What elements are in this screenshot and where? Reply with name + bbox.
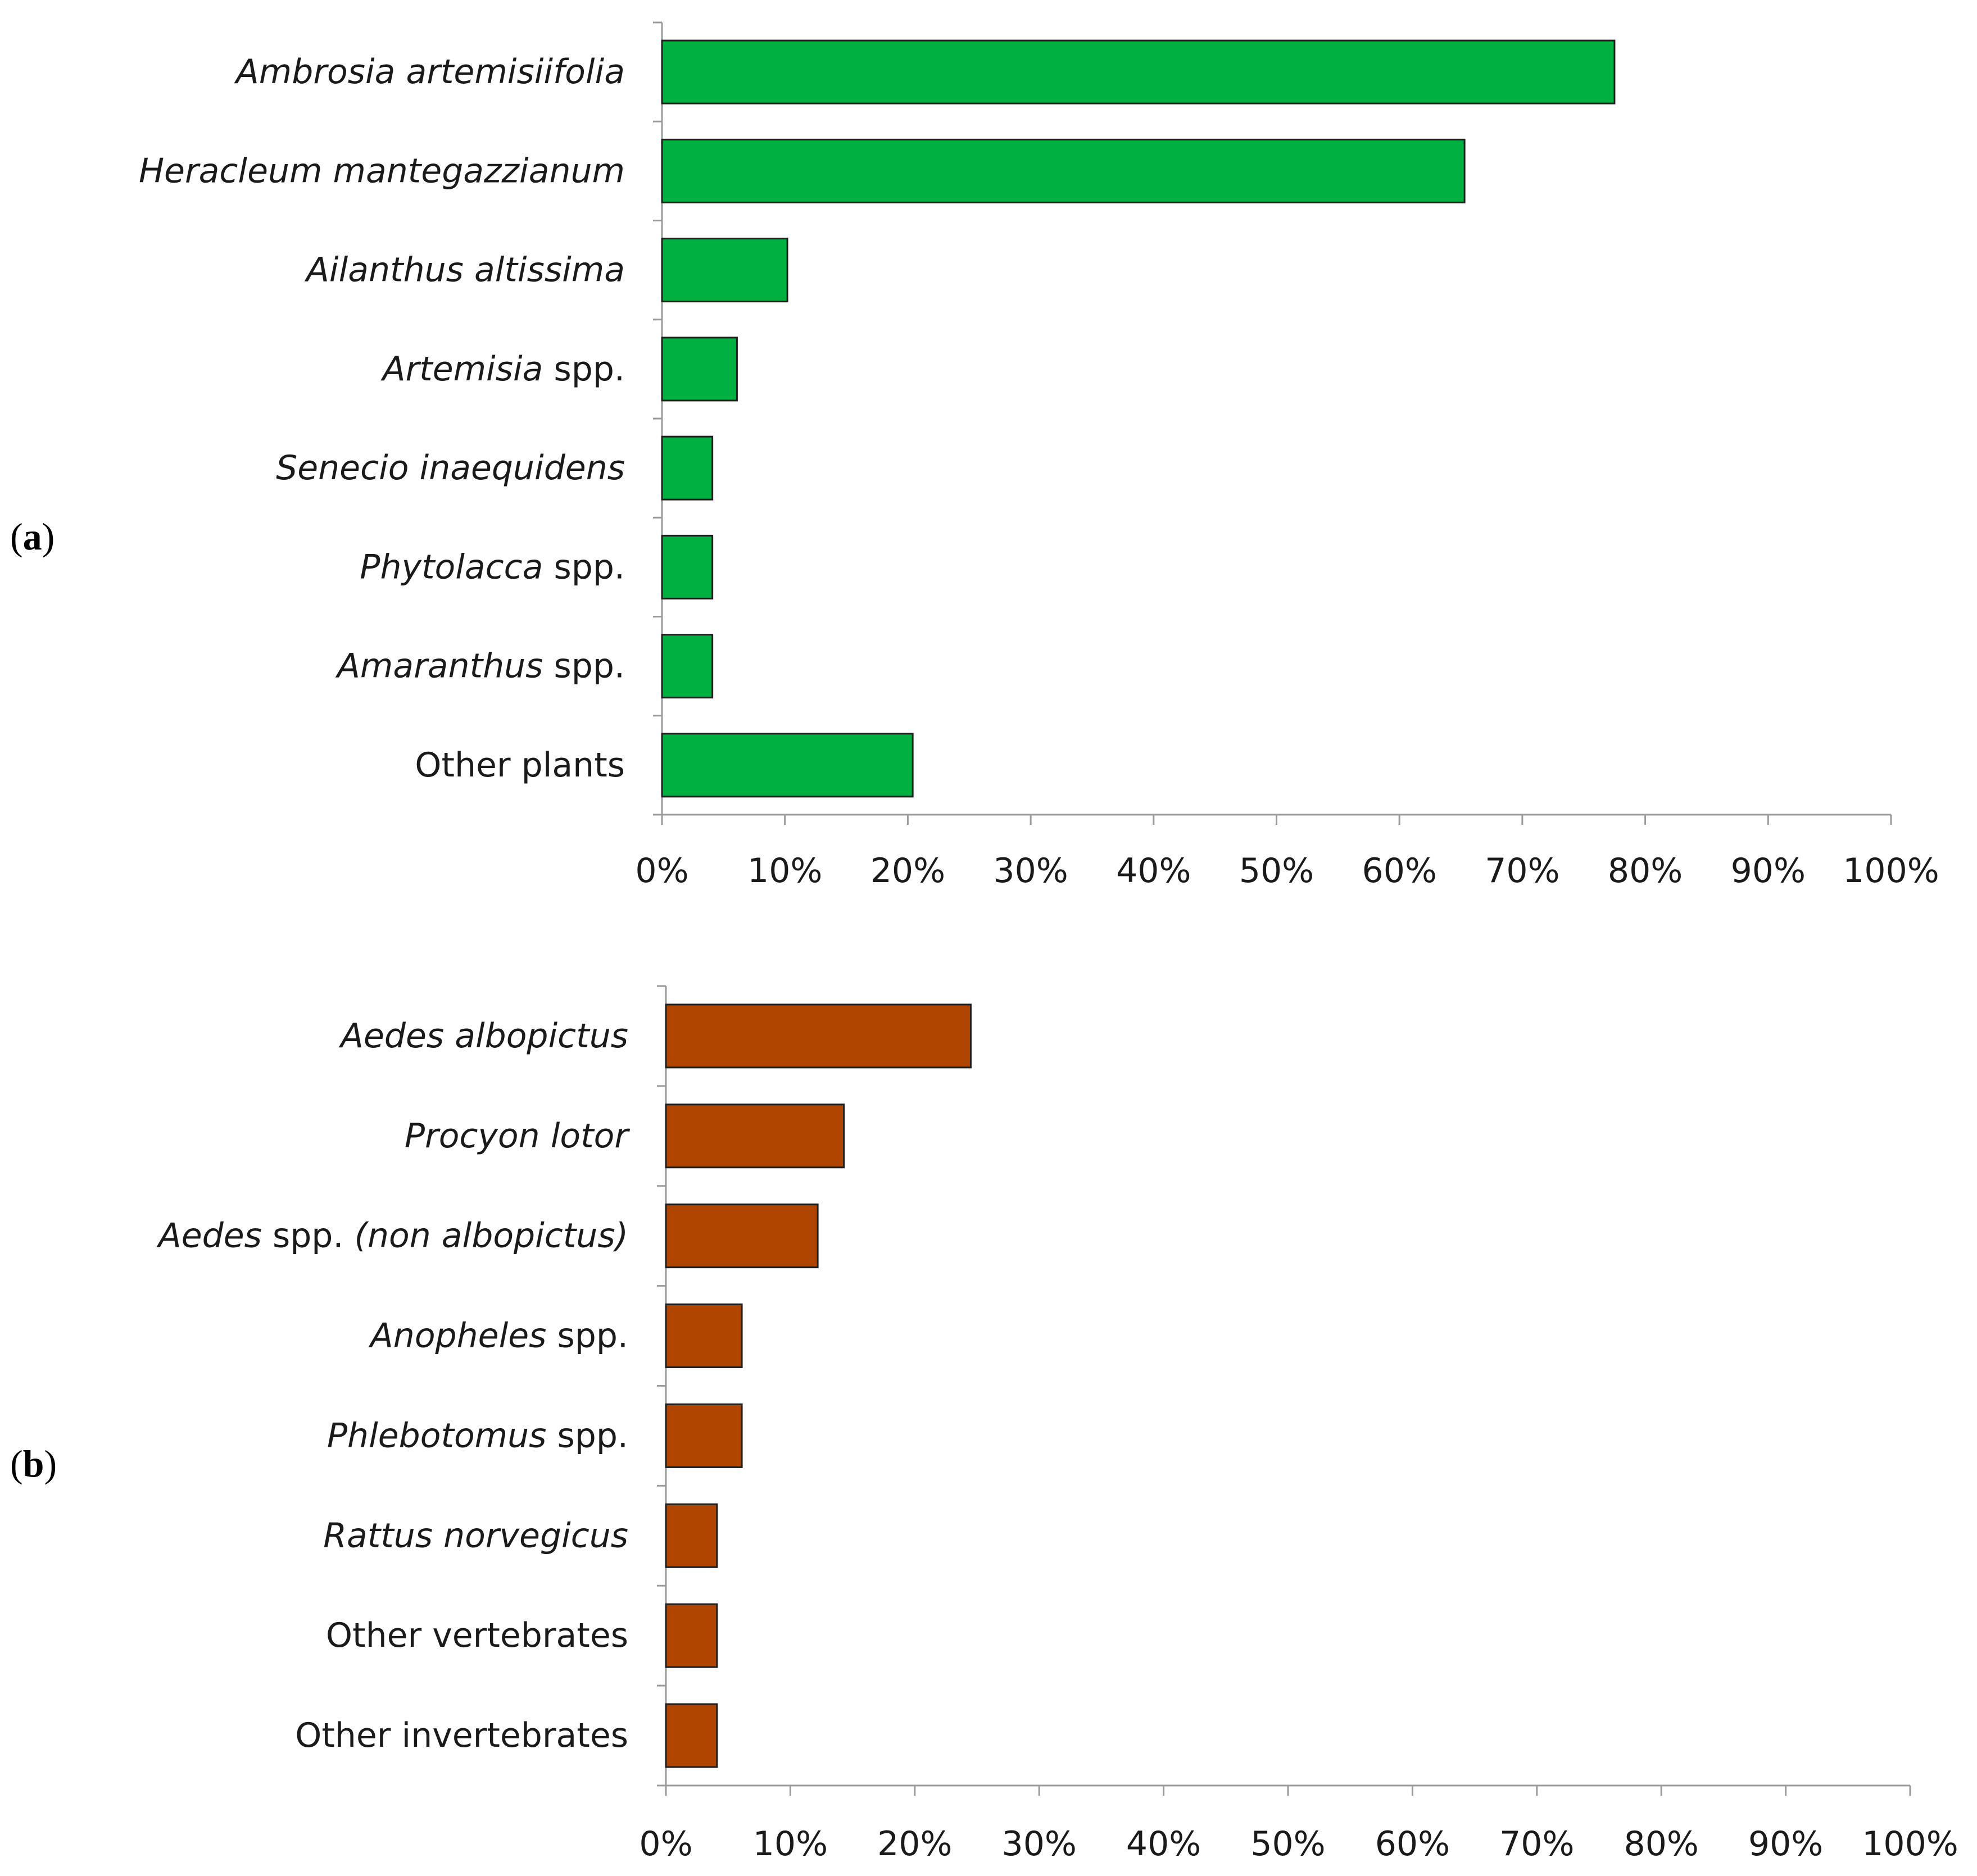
panel-b-bar: [665, 1103, 845, 1169]
panel-a-chart: (a) 0% 10% 20% 30% 40% 50% 60% 70% 80% 90% 100% Amb…: [10, 21, 1939, 891]
panel-a-x-tick-label: 70%: [1485, 851, 1559, 891]
panel-a-x-tick-label: 90%: [1731, 851, 1806, 891]
panel-a-x-tick-label: 50%: [1239, 851, 1314, 891]
panel-a-category-label: Artemisia spp.: [380, 349, 625, 389]
panel-a-category-label: Amaranthus spp.: [335, 647, 625, 686]
panel-a-category-label: Other plants: [415, 746, 625, 785]
panel-b-chart: (b) 0% 10% 20% 30% 40% 50% 60% 70% 80% 90% 100% Aed…: [10, 985, 1958, 1864]
panel-b-category-label: Aedes spp. (non albopictus): [156, 1216, 628, 1256]
panel-a-category-label: Ailanthus altissima: [304, 251, 625, 290]
panel-a-x-tick-label: 0%: [635, 851, 688, 891]
panel-b-category-label: Rattus norvegicus: [323, 1516, 628, 1555]
panel-b-category-label: Anopheles spp.: [368, 1316, 628, 1356]
panel-a-bar: [661, 238, 788, 303]
panel-a-x-tick-label: 100%: [1843, 851, 1939, 891]
panel-a-x-tick-label: 30%: [993, 851, 1068, 891]
panel-b-x-tick-label: 80%: [1624, 1824, 1699, 1864]
panel-a-category-label: Ambrosia artemisiifolia: [234, 52, 625, 92]
panel-b-bar: [665, 1603, 718, 1668]
panel-b-bar: [665, 1503, 718, 1568]
panel-b-x-tick-label: 50%: [1250, 1824, 1325, 1864]
panel-b-bar: [665, 1703, 718, 1768]
panel-a-x-tick-label: 40%: [1116, 851, 1191, 891]
panel-a-x-tick-label: 20%: [870, 851, 945, 891]
panel-b-x-tick-label: 20%: [877, 1824, 952, 1864]
panel-b-label: (b): [10, 1442, 57, 1485]
panel-b-category-label: Procyon lotor: [405, 1116, 630, 1156]
panel-b-category-label: Other invertebrates: [295, 1716, 628, 1755]
panel-a-bar: [661, 435, 714, 501]
panel-a-bar: [661, 733, 914, 798]
panel-a-letter: a: [23, 515, 42, 558]
panel-a-label: (a): [10, 515, 55, 558]
panel-b-x-tick-label: 30%: [1002, 1824, 1077, 1864]
panel-a-bar: [661, 39, 1616, 105]
panel-b-x-tick-label: 60%: [1375, 1824, 1450, 1864]
panel-b-bar: [665, 1303, 743, 1369]
panel-b-x-tick-label: 100%: [1862, 1824, 1958, 1864]
panel-b-x-tick-label: 40%: [1126, 1824, 1201, 1864]
panel-a-category-label: Phytolacca spp.: [360, 547, 625, 587]
panel-b-x-tick-label: 10%: [753, 1824, 828, 1864]
panel-b-category-label: Aedes albopictus: [338, 1016, 628, 1056]
panel-b-x-tick-label: 90%: [1748, 1824, 1823, 1864]
panel-b-category-label: Phlebotomus spp.: [327, 1416, 628, 1455]
panel-b-bar: [665, 1003, 972, 1069]
panel-b-x-tick-label: 0%: [639, 1824, 692, 1864]
panel-a-bar: [661, 534, 714, 599]
panel-a-category-label: Senecio inaequidens: [276, 448, 625, 488]
panel-b-bar: [665, 1203, 819, 1269]
panel-a-bar: [661, 138, 1466, 203]
panel-a-x-tick-label: 60%: [1362, 851, 1437, 891]
panel-a-bar: [661, 634, 714, 699]
panel-b-bar: [665, 1403, 743, 1468]
panel-a-x-tick-label: 10%: [747, 851, 822, 891]
panel-a-x-tick-label: 80%: [1608, 851, 1683, 891]
panel-a-category-label: Heracleum mantegazzianum: [139, 151, 625, 190]
panel-b-x-tick-label: 70%: [1499, 1824, 1574, 1864]
panel-a-bar: [661, 337, 738, 402]
panel-b-letter: b: [23, 1442, 44, 1485]
panel-b-category-label: Other vertebrates: [326, 1616, 628, 1655]
